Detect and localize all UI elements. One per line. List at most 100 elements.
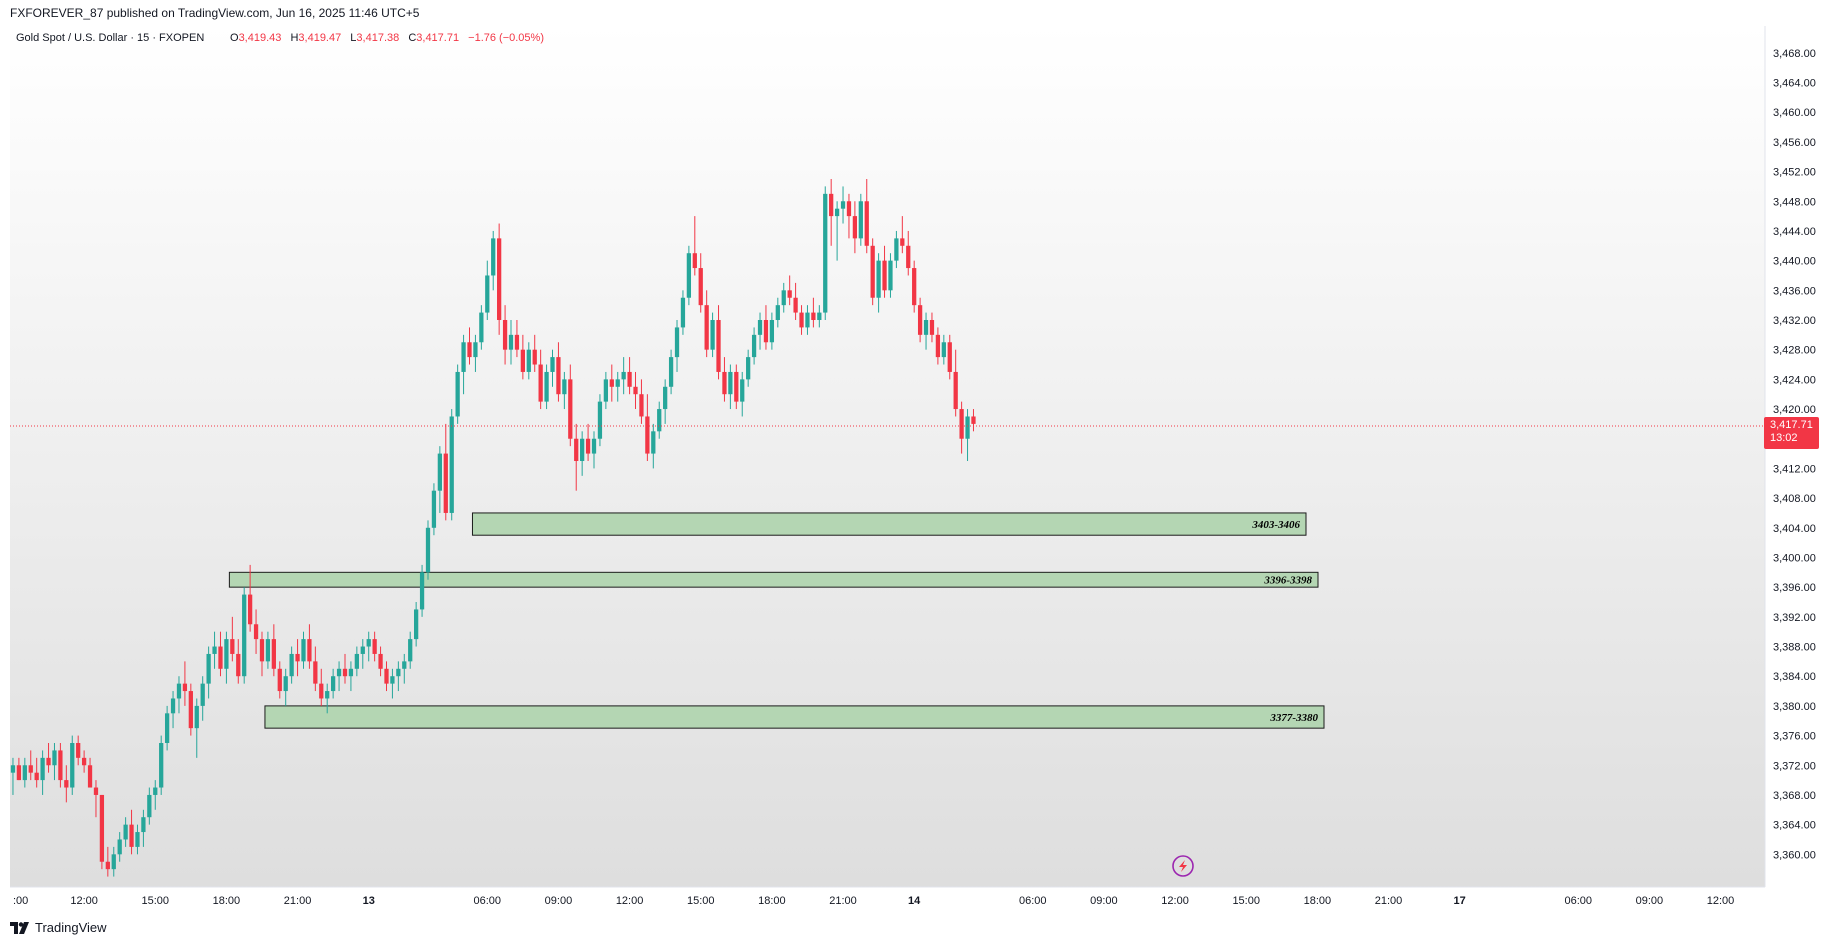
- candle[interactable]: [218, 631, 223, 677]
- candle[interactable]: [319, 668, 324, 706]
- candle[interactable]: [253, 609, 259, 654]
- candle[interactable]: [840, 186, 846, 224]
- candle[interactable]: [437, 446, 442, 513]
- candles-layer[interactable]: [10, 179, 976, 877]
- candle[interactable]: [627, 357, 632, 395]
- candle[interactable]: [277, 661, 282, 699]
- candle[interactable]: [900, 216, 905, 254]
- candle[interactable]: [823, 186, 828, 320]
- candle[interactable]: [769, 312, 775, 350]
- candle[interactable]: [941, 334, 946, 365]
- candle[interactable]: [799, 305, 804, 335]
- candle[interactable]: [443, 423, 448, 521]
- candle[interactable]: [81, 750, 87, 773]
- candle[interactable]: [372, 631, 377, 662]
- candle[interactable]: [164, 705, 170, 751]
- candle[interactable]: [10, 757, 16, 795]
- candle[interactable]: [230, 616, 235, 662]
- candle[interactable]: [129, 809, 134, 855]
- candle[interactable]: [834, 201, 840, 261]
- candle[interactable]: [176, 676, 182, 714]
- candle[interactable]: [265, 631, 271, 669]
- candle[interactable]: [295, 639, 300, 677]
- candle[interactable]: [538, 349, 543, 410]
- candle[interactable]: [307, 624, 312, 669]
- candle[interactable]: [200, 676, 205, 721]
- candle[interactable]: [947, 334, 952, 380]
- candle[interactable]: [425, 520, 431, 580]
- candle[interactable]: [348, 661, 354, 692]
- candle[interactable]: [888, 253, 893, 298]
- candle[interactable]: [935, 327, 941, 365]
- candle[interactable]: [775, 297, 780, 328]
- candle[interactable]: [301, 631, 306, 669]
- candle[interactable]: [147, 787, 152, 825]
- candle[interactable]: [740, 371, 745, 417]
- candle[interactable]: [597, 394, 603, 447]
- candle[interactable]: [360, 639, 365, 669]
- candle[interactable]: [283, 668, 288, 706]
- candle[interactable]: [455, 364, 460, 424]
- candle[interactable]: [236, 639, 241, 684]
- candle[interactable]: [917, 297, 923, 343]
- candle[interactable]: [342, 653, 348, 684]
- candle[interactable]: [526, 342, 531, 380]
- candle[interactable]: [76, 735, 81, 766]
- candle[interactable]: [188, 683, 193, 736]
- candle[interactable]: [330, 668, 336, 699]
- candle[interactable]: [22, 757, 27, 788]
- candle[interactable]: [680, 290, 686, 335]
- candle[interactable]: [473, 334, 478, 372]
- candle[interactable]: [354, 646, 359, 677]
- candle[interactable]: [704, 290, 709, 358]
- candle[interactable]: [194, 698, 199, 758]
- zone-box[interactable]: [264, 705, 1325, 729]
- candle[interactable]: [212, 631, 217, 669]
- candle[interactable]: [923, 312, 929, 350]
- candle[interactable]: [781, 282, 786, 313]
- candle[interactable]: [135, 824, 140, 855]
- candle[interactable]: [882, 245, 887, 298]
- candle[interactable]: [402, 653, 407, 684]
- candle[interactable]: [325, 683, 330, 714]
- candle[interactable]: [384, 661, 389, 692]
- candle[interactable]: [574, 423, 579, 491]
- candle[interactable]: [686, 245, 692, 306]
- candle[interactable]: [514, 320, 520, 358]
- candle[interactable]: [829, 179, 834, 246]
- candle[interactable]: [953, 349, 958, 417]
- candle[interactable]: [728, 364, 733, 410]
- candle[interactable]: [609, 364, 614, 402]
- candle[interactable]: [556, 342, 561, 402]
- candle[interactable]: [123, 817, 128, 847]
- candle[interactable]: [894, 230, 899, 269]
- lightning-icon[interactable]: [1172, 855, 1194, 877]
- candle[interactable]: [497, 223, 502, 335]
- candle[interactable]: [111, 846, 116, 877]
- candle[interactable]: [633, 371, 638, 410]
- candle[interactable]: [562, 371, 567, 410]
- candle[interactable]: [247, 564, 253, 632]
- candle[interactable]: [591, 431, 597, 469]
- candle[interactable]: [959, 401, 964, 454]
- candle[interactable]: [58, 743, 63, 788]
- candle[interactable]: [734, 364, 739, 410]
- candle[interactable]: [502, 305, 508, 365]
- candle[interactable]: [313, 646, 318, 692]
- candle[interactable]: [710, 312, 715, 358]
- candle[interactable]: [508, 320, 514, 365]
- candle[interactable]: [491, 230, 496, 291]
- candle[interactable]: [965, 409, 970, 461]
- candle[interactable]: [864, 179, 869, 254]
- candle[interactable]: [852, 201, 858, 254]
- candle[interactable]: [182, 661, 188, 706]
- candle[interactable]: [396, 661, 401, 692]
- candle[interactable]: [93, 780, 99, 818]
- candle[interactable]: [289, 646, 294, 684]
- candle[interactable]: [479, 305, 484, 350]
- candle[interactable]: [692, 216, 697, 276]
- candle[interactable]: [870, 238, 875, 306]
- candle[interactable]: [259, 631, 265, 677]
- candle[interactable]: [621, 357, 626, 395]
